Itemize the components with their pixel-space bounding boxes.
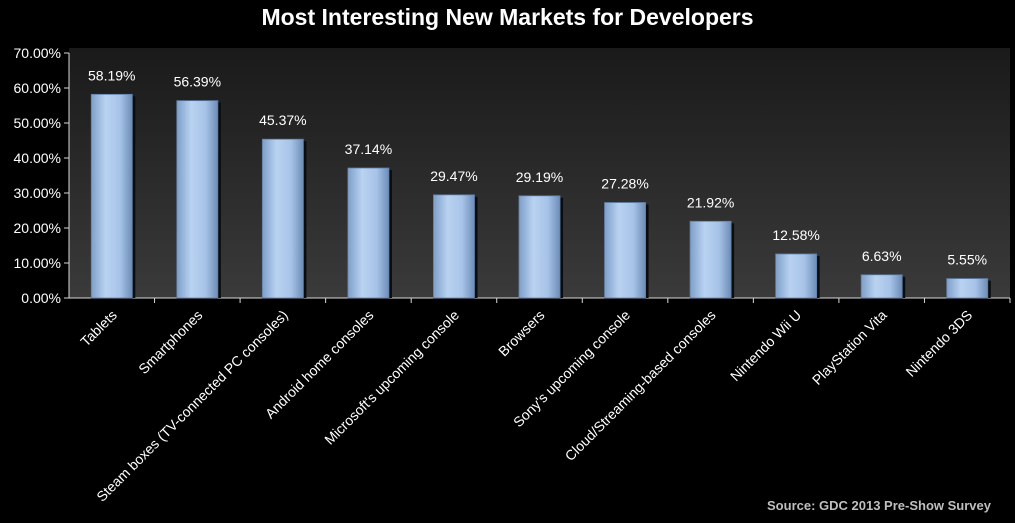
y-tick-label: 40.00% [14,150,61,166]
data-label: 27.28% [601,176,648,192]
bar [775,253,818,299]
data-label: 12.58% [772,227,819,243]
bar [946,278,989,299]
data-label: 21.92% [687,194,734,210]
bar [689,220,732,299]
y-tick-label: 30.00% [14,185,61,201]
bar [518,195,561,299]
bar [347,167,390,299]
data-label: 29.47% [430,168,477,184]
category-label: Tablets [77,307,120,350]
y-tick-label: 70.00% [14,45,61,61]
bar [261,138,304,299]
bar [433,194,475,299]
y-tick-label: 10.00% [14,255,61,271]
data-label: 37.14% [345,141,392,157]
data-label: 56.39% [174,74,221,90]
category-label: Nintendo Wii U [727,307,804,384]
chart-title: Most Interesting New Markets for Develop… [261,4,754,30]
y-tick-label: 60.00% [14,80,61,96]
category-label: PlayStation Vita [809,307,890,388]
bar [176,100,219,299]
data-label: 58.19% [88,67,135,83]
category-label: Microsoft's upcoming console [321,307,462,448]
data-label: 6.63% [862,248,902,264]
source-note: Source: GDC 2013 Pre-Show Survey [767,498,991,513]
y-tick-label: 50.00% [14,115,61,131]
category-label: Steam boxes (TV-connected PC consoles) [93,307,291,505]
y-tick-label: 0.00% [21,290,61,306]
data-label: 5.55% [947,252,987,268]
category-label: Smartphones [135,307,205,377]
data-label: 45.37% [259,112,306,128]
y-tick-label: 20.00% [14,220,61,236]
category-label: Nintendo 3DS [902,307,975,380]
data-label: 29.19% [516,169,563,185]
bar [860,274,903,299]
bar [604,202,646,299]
category-label: Browsers [495,307,548,360]
category-label: Cloud/Streaming-based consoles [562,307,719,464]
bar [90,93,133,299]
